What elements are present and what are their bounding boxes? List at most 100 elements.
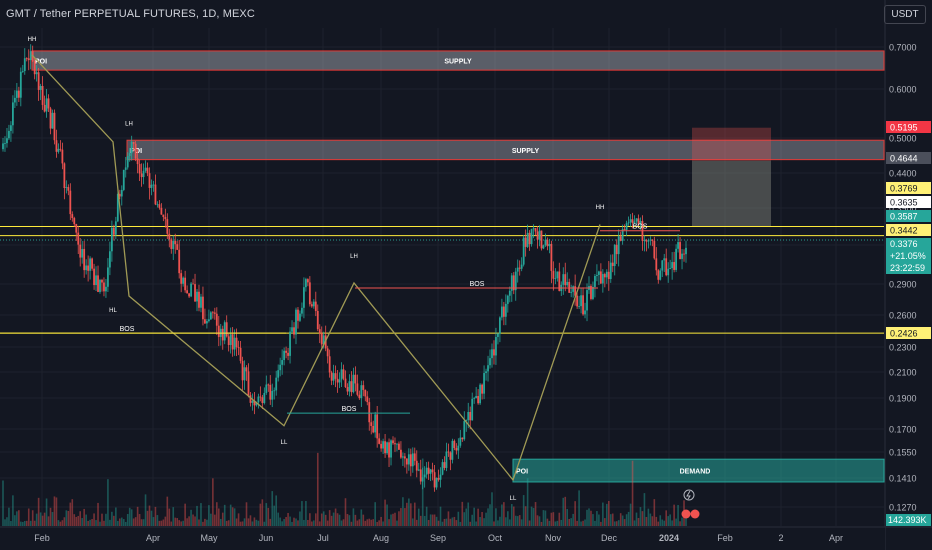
volume-bar-126 [251, 521, 254, 526]
candle-body-344 [683, 253, 685, 255]
volume-bar-70 [140, 519, 143, 526]
volume-bar-10 [21, 521, 24, 526]
volume-bar-290 [576, 520, 578, 526]
price-badge-4 [886, 210, 931, 222]
volume-bar-271 [538, 516, 541, 526]
candle-body-274 [544, 239, 547, 246]
currency-button[interactable]: USDT [884, 5, 926, 24]
volume-bar-25 [51, 512, 54, 526]
volume-bar-237 [471, 514, 473, 526]
candle-body-253 [502, 306, 505, 317]
volume-bar-325 [645, 516, 648, 526]
candle-body-199 [396, 443, 398, 445]
volume-bar-208 [413, 502, 416, 526]
volume-bar-320 [635, 512, 638, 526]
candle-body-86 [172, 240, 175, 249]
candle-body-286 [568, 281, 571, 293]
volume-bar-254 [505, 517, 507, 526]
volume-bar-276 [548, 520, 551, 526]
volume-bar-312 [619, 513, 622, 526]
volume-bar-111 [221, 512, 224, 526]
candle-body-330 [655, 258, 658, 271]
volume-bar-15 [31, 510, 34, 526]
volume-bar-160 [318, 521, 321, 526]
volume-bar-6 [14, 515, 16, 526]
bos-label-1: BOS [342, 406, 357, 413]
y-tick-label-3: 0.4400 [889, 169, 917, 179]
volume-bar-101 [202, 521, 204, 526]
candle-body-236 [469, 412, 472, 421]
candle-body-331 [657, 270, 660, 280]
candle-body-73 [146, 167, 149, 174]
volume-bar-32 [65, 510, 68, 526]
candle-body-315 [625, 223, 628, 230]
candle-body-288 [572, 286, 575, 292]
candle-body-122 [243, 367, 246, 381]
demand-zone-label: DEMAND [680, 469, 711, 476]
volume-bar-39 [79, 511, 82, 526]
volume-bar-235 [467, 502, 470, 526]
volume-bar-288 [572, 513, 574, 526]
volume-bar-116 [231, 507, 234, 526]
candle-body-211 [419, 469, 422, 482]
volume-bar-181 [360, 509, 363, 526]
volume-bar-112 [223, 504, 226, 526]
volume-bar-264 [524, 506, 527, 526]
volume-bar-97 [194, 516, 196, 526]
candle-body-261 [518, 267, 521, 269]
volume-bar-157 [313, 520, 315, 526]
candle-body-111 [221, 328, 224, 341]
price-badge-5 [886, 224, 931, 236]
candle-body-25 [51, 112, 54, 129]
candle-body-58 [116, 193, 119, 222]
volume-bar-240 [477, 508, 479, 526]
volume-bar-285 [566, 509, 569, 526]
volume-bar-245 [487, 508, 489, 526]
volume-bar-324 [643, 493, 646, 526]
volume-bar-84 [168, 508, 171, 526]
x-tick-label-0: Feb [34, 533, 50, 543]
candle-body-219 [435, 477, 438, 488]
volume-bar-79 [158, 520, 161, 526]
volume-bar-213 [423, 515, 426, 526]
candle-body-217 [431, 469, 434, 473]
candle-body-230 [457, 445, 460, 451]
candle-body-322 [639, 220, 642, 225]
volume-bar-211 [419, 515, 422, 526]
volume-bar-142 [283, 519, 285, 526]
volume-bar-198 [394, 512, 396, 526]
candle-body-105 [209, 312, 212, 320]
candle-body-216 [429, 469, 432, 474]
candle-body-11 [23, 58, 26, 71]
price-badge-label-1: 0.4644 [890, 154, 918, 164]
y-tick-label-11: 0.1700 [889, 425, 917, 435]
candle-body-24 [49, 108, 52, 129]
volume-bar-49 [99, 521, 101, 526]
candle-body-28 [57, 148, 60, 152]
volume-bar-158 [314, 513, 317, 526]
volume-bar-146 [291, 521, 293, 526]
candle-body-152 [303, 287, 305, 308]
volume-bar-269 [534, 502, 537, 526]
candle-body-0 [2, 143, 4, 150]
candle-body-14 [29, 51, 32, 61]
candle-body-132 [263, 392, 266, 404]
price-badge-label-7: 0.2426 [890, 329, 918, 339]
volume-bar-200 [398, 511, 400, 526]
candle-body-160 [318, 329, 321, 334]
grid-lines [0, 28, 884, 526]
volume-bar-22 [45, 498, 48, 526]
volume-bar-192 [382, 521, 384, 526]
volume-bar-209 [415, 519, 418, 526]
x-tick-label-13: Apr [829, 533, 843, 543]
candle-body-4 [10, 125, 12, 131]
volume-bar-151 [301, 501, 303, 526]
candle-body-106 [211, 312, 214, 314]
candle-body-64 [128, 153, 131, 157]
candle-body-31 [63, 163, 66, 189]
candle-body-173 [344, 378, 347, 388]
candle-body-26 [53, 112, 56, 141]
candle-body-121 [241, 360, 244, 381]
price-badge-1 [886, 152, 931, 164]
